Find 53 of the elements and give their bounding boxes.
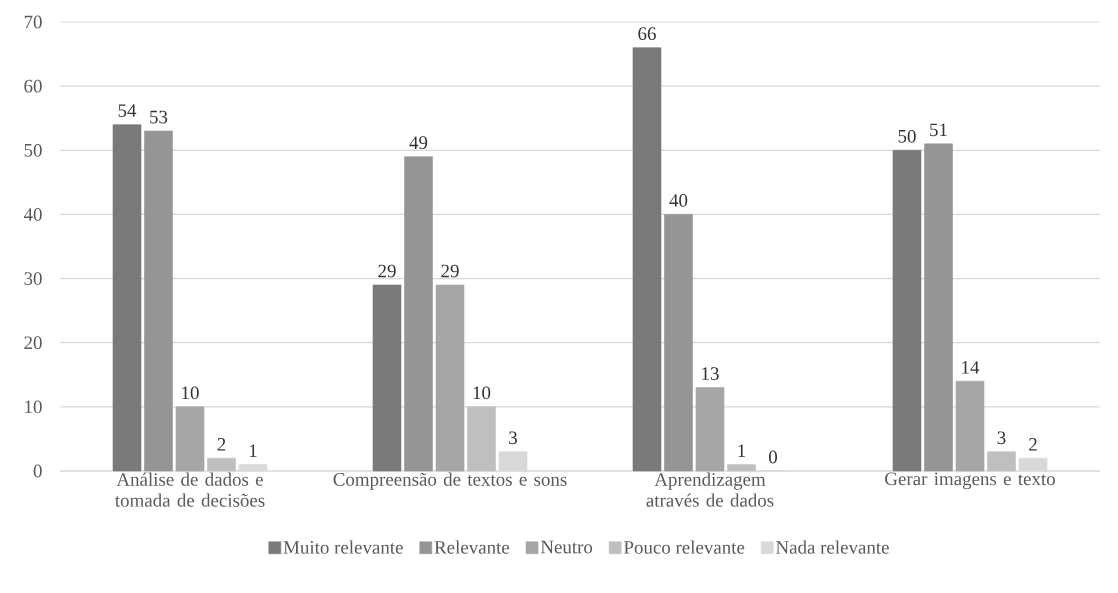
bar (467, 406, 496, 472)
bar (924, 143, 953, 472)
legend-label: Nada relevante (776, 540, 889, 554)
data-label: 2 (1029, 438, 1037, 451)
y-tick-label: 70 (24, 15, 42, 29)
legend-label: Muito relevante (283, 540, 403, 554)
y-tick-label: 50 (24, 143, 42, 157)
bar (664, 214, 693, 472)
bar (435, 284, 465, 472)
bar (987, 451, 1016, 472)
data-label: 0 (768, 450, 777, 464)
bar (955, 380, 985, 472)
data-label: 10 (473, 386, 491, 400)
data-label: 3 (997, 431, 1006, 445)
data-label: 29 (378, 264, 396, 278)
x-tick-label: Compreensão de textos e sons (333, 472, 567, 490)
data-label: 40 (669, 194, 688, 207)
y-tick-label: 60 (24, 79, 42, 93)
y-tick-label: 20 (24, 336, 42, 350)
bar (372, 284, 402, 472)
legend-label: Relevante (434, 540, 510, 554)
data-label: 54 (118, 104, 137, 118)
bar (892, 149, 922, 472)
data-label: 29 (441, 264, 459, 278)
data-label: 50 (898, 129, 916, 143)
data-label: 66 (638, 27, 656, 41)
y-tick-label: 10 (25, 400, 42, 414)
data-label: 2 (217, 438, 226, 451)
data-label: 13 (702, 367, 719, 380)
legend-label: Neutro (540, 540, 593, 554)
x-tick-label: Aprendizagem através de dados (646, 472, 774, 507)
x-tick-label: Análise de dados e tomada de decisões (115, 472, 265, 507)
data-label: 49 (409, 136, 428, 150)
bar (112, 124, 142, 472)
bar (207, 457, 236, 472)
y-tick-label: 0 (33, 464, 42, 478)
y-tick-label: 30 (24, 272, 42, 285)
bar (727, 464, 756, 472)
bar (695, 387, 725, 472)
bar (404, 156, 433, 472)
bar (632, 47, 662, 472)
data-label: 10 (182, 386, 199, 400)
data-label: 3 (509, 431, 517, 445)
y-tick-label: 40 (23, 208, 42, 221)
data-label: 51 (930, 123, 947, 137)
data-label: 1 (249, 444, 257, 457)
bar (144, 130, 173, 472)
data-label: 14 (962, 361, 980, 374)
data-label: 53 (150, 110, 168, 124)
data-label: 1 (738, 444, 746, 457)
legend-label: Pouco relevante (624, 540, 745, 554)
bar (175, 406, 205, 472)
x-tick-label: Gerar imagens e texto (885, 472, 1055, 490)
